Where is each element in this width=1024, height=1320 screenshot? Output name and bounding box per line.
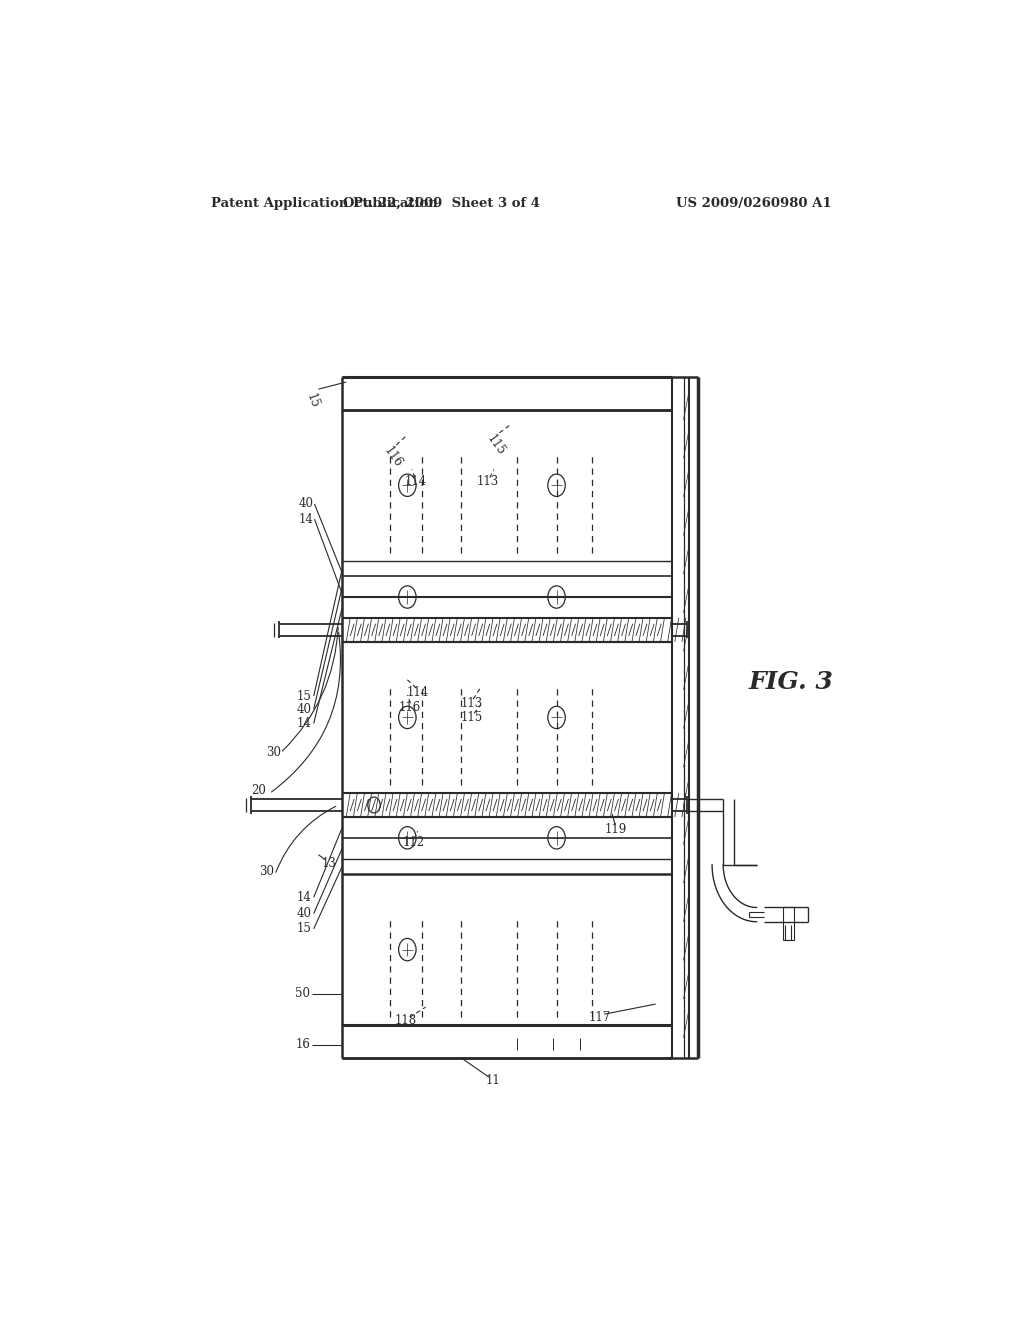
Text: 14: 14 [298,512,313,525]
Text: 40: 40 [298,498,313,511]
Text: 113: 113 [461,697,482,710]
Text: Oct. 22, 2009  Sheet 3 of 4: Oct. 22, 2009 Sheet 3 of 4 [343,197,540,210]
Text: 117: 117 [589,1011,611,1024]
Text: 30: 30 [259,866,274,878]
Text: 11: 11 [485,1073,501,1086]
Text: 112: 112 [402,836,425,849]
Text: FIG. 3: FIG. 3 [749,669,834,694]
Text: 15: 15 [297,923,311,936]
Text: 116: 116 [398,701,421,714]
Text: 113: 113 [476,475,499,488]
Text: 20: 20 [252,784,266,797]
Text: 40: 40 [297,702,311,715]
Text: 15: 15 [297,689,311,702]
Text: 115: 115 [483,432,507,458]
Text: 14: 14 [297,717,311,730]
Text: 114: 114 [404,475,426,488]
Text: 114: 114 [407,685,429,698]
Text: Patent Application Publication: Patent Application Publication [211,197,438,210]
Text: 119: 119 [605,822,627,836]
Text: 118: 118 [394,1014,417,1027]
Text: 116: 116 [381,445,404,470]
Text: 14: 14 [297,891,311,904]
Text: 30: 30 [266,747,281,759]
Text: 40: 40 [297,907,311,920]
Text: US 2009/0260980 A1: US 2009/0260980 A1 [676,197,831,210]
Bar [782,907,794,940]
Text: 115: 115 [461,711,482,723]
Text: 13: 13 [322,857,336,870]
Text: 15: 15 [303,391,321,409]
Text: 50: 50 [295,987,310,1001]
Text: 16: 16 [295,1039,310,1051]
